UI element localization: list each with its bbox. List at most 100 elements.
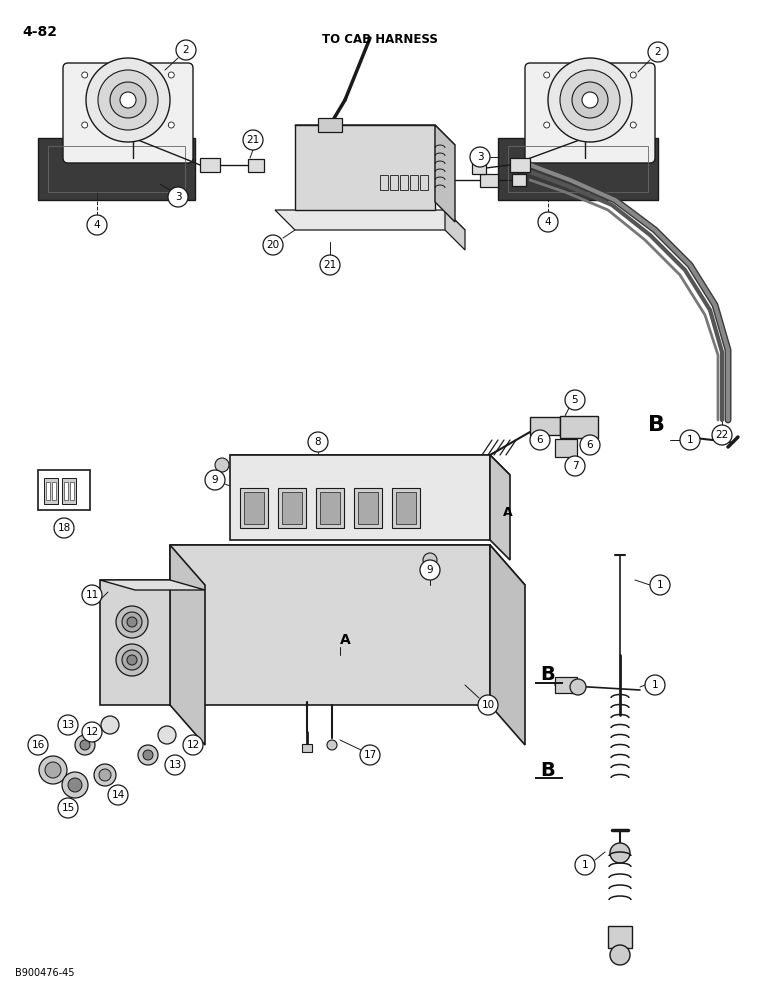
Circle shape [143,750,153,760]
Bar [410,175,418,190]
Text: B900476-45: B900476-45 [15,968,75,978]
Text: B: B [648,415,665,435]
Text: 9: 9 [427,565,433,575]
Circle shape [478,695,498,715]
Circle shape [158,726,176,744]
Bar [608,926,632,948]
Bar [392,488,420,528]
Text: TO CAB HARNESS: TO CAB HARNESS [322,33,438,46]
Bar [535,682,563,684]
Circle shape [80,740,90,750]
Circle shape [168,187,188,207]
Bar [354,488,382,528]
Bar [282,492,302,524]
Bar [248,159,264,172]
Circle shape [650,575,670,595]
Bar [46,482,50,500]
Circle shape [308,432,328,452]
Text: 13: 13 [62,720,75,730]
Circle shape [122,650,142,670]
Bar [400,175,408,190]
Circle shape [327,740,337,750]
Circle shape [570,679,586,695]
Polygon shape [498,138,658,200]
Text: 13: 13 [168,760,181,770]
Text: 8: 8 [315,437,321,447]
Bar [560,416,598,438]
FancyBboxPatch shape [525,63,655,163]
Text: 6: 6 [587,440,594,450]
Bar [480,174,498,187]
Circle shape [538,212,558,232]
Circle shape [543,72,550,78]
Text: 21: 21 [246,135,259,145]
Circle shape [94,764,116,786]
Circle shape [68,778,82,792]
Text: 7: 7 [572,461,578,471]
Circle shape [645,675,665,695]
Circle shape [99,769,111,781]
Circle shape [28,735,48,755]
Bar [52,482,56,500]
Text: 5: 5 [572,395,578,405]
Text: 21: 21 [323,260,337,270]
Circle shape [45,762,61,778]
Text: 1: 1 [657,580,663,590]
Bar [530,417,560,435]
Circle shape [565,390,585,410]
Text: 1: 1 [652,680,659,690]
Polygon shape [295,125,455,145]
FancyBboxPatch shape [63,63,193,163]
Circle shape [127,655,137,665]
Polygon shape [230,455,510,475]
Text: 22: 22 [716,430,729,440]
Bar [200,158,220,172]
Circle shape [420,560,440,580]
Bar [62,478,76,504]
Bar [510,158,530,172]
Circle shape [168,122,174,128]
Bar [278,488,306,528]
Circle shape [58,715,78,735]
Bar [396,492,416,524]
Bar [230,455,490,540]
Bar [244,492,264,524]
Bar [472,162,486,174]
Circle shape [87,215,107,235]
Bar [44,478,58,504]
Circle shape [572,82,608,118]
Circle shape [548,58,632,142]
Circle shape [582,92,598,108]
Text: A: A [503,506,513,518]
Bar [555,677,577,693]
Text: 11: 11 [86,590,99,600]
Circle shape [165,755,185,775]
Circle shape [580,435,600,455]
Circle shape [116,606,148,638]
Circle shape [183,735,203,755]
Bar [390,175,398,190]
Bar [535,777,563,779]
Bar [512,174,526,186]
Circle shape [39,756,67,784]
Circle shape [101,716,119,734]
Bar [318,118,342,132]
Circle shape [680,430,700,450]
Circle shape [423,553,437,567]
Circle shape [82,72,88,78]
Text: 17: 17 [364,750,377,760]
Text: 4: 4 [545,217,551,227]
Text: 20: 20 [266,240,279,250]
Circle shape [712,425,732,445]
Bar [240,488,268,528]
Polygon shape [100,580,205,590]
Polygon shape [170,545,205,745]
Polygon shape [170,545,525,585]
Text: 2: 2 [655,47,662,57]
Text: A: A [340,633,350,647]
Text: 18: 18 [57,523,70,533]
Circle shape [263,235,283,255]
Bar [320,492,340,524]
Text: 9: 9 [212,475,218,485]
Text: 10: 10 [482,700,495,710]
